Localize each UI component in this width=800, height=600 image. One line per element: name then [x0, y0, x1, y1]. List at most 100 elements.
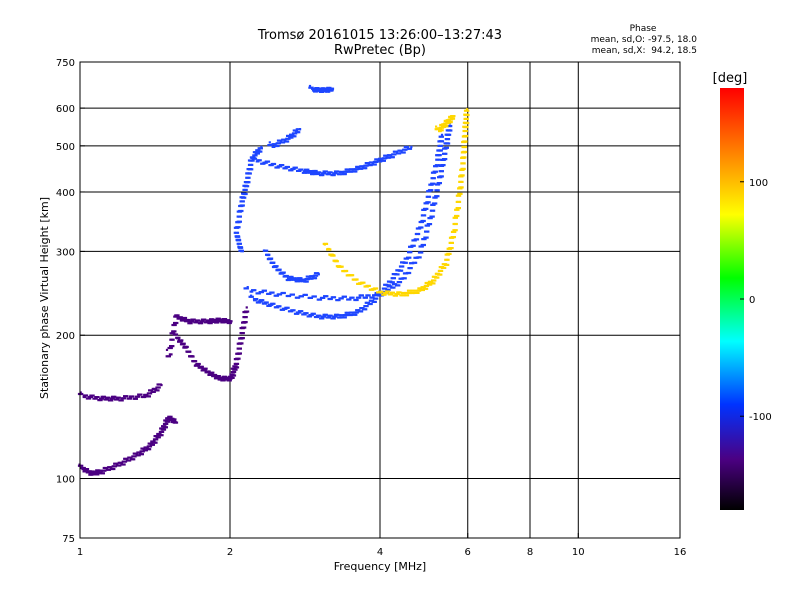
data-point — [169, 338, 172, 341]
data-point — [407, 267, 410, 270]
data-point — [106, 396, 109, 399]
data-point — [438, 154, 441, 157]
data-point — [415, 256, 418, 259]
data-point — [406, 294, 410, 297]
data-point — [389, 156, 392, 159]
data-point — [408, 147, 411, 150]
data-point — [370, 299, 373, 302]
data-point — [192, 355, 195, 358]
data-point — [446, 146, 449, 149]
data-point — [304, 312, 307, 315]
data-point — [242, 196, 245, 199]
data-point — [310, 296, 313, 299]
data-point — [448, 125, 451, 128]
data-point — [137, 454, 140, 457]
data-point — [368, 161, 371, 164]
data-point — [283, 271, 286, 274]
data-point — [357, 296, 360, 299]
data-point — [414, 291, 417, 294]
data-point — [459, 180, 462, 183]
data-point — [403, 145, 406, 149]
data-point — [172, 338, 175, 341]
data-point — [289, 169, 292, 172]
data-point — [297, 128, 300, 131]
data-points — [77, 84, 470, 476]
data-point — [445, 146, 448, 149]
data-point — [155, 389, 158, 392]
data-point — [252, 298, 256, 301]
data-point — [369, 296, 372, 299]
data-point — [367, 302, 370, 306]
data-point — [271, 261, 274, 264]
data-point — [277, 305, 280, 308]
data-point — [157, 432, 160, 436]
data-point — [391, 293, 394, 296]
data-point — [135, 397, 138, 400]
data-point — [230, 367, 233, 370]
data-point — [306, 170, 309, 173]
data-point — [422, 288, 425, 292]
data-point — [272, 162, 275, 166]
data-point — [254, 289, 257, 292]
data-point — [366, 301, 369, 304]
data-point — [260, 147, 263, 150]
data-point — [427, 224, 430, 227]
data-point — [352, 313, 355, 316]
data-point — [84, 470, 87, 473]
data-point — [279, 141, 282, 144]
data-point — [252, 151, 255, 154]
data-point — [236, 352, 239, 355]
data-point — [387, 293, 390, 296]
data-point — [82, 394, 85, 397]
data-point — [270, 302, 273, 305]
data-point — [167, 415, 170, 418]
data-point — [255, 149, 258, 152]
data-point — [140, 447, 143, 450]
data-point — [103, 398, 106, 401]
data-point — [439, 182, 442, 185]
data-point — [223, 378, 226, 381]
data-point — [161, 425, 164, 428]
data-point — [444, 142, 447, 145]
data-point — [79, 464, 82, 467]
data-point — [454, 222, 457, 226]
data-point — [445, 129, 448, 132]
data-point — [352, 296, 355, 299]
data-point — [134, 452, 137, 455]
data-point — [451, 247, 454, 250]
data-point — [311, 171, 314, 174]
data-point — [309, 171, 312, 174]
data-point — [288, 169, 291, 172]
data-point — [417, 256, 421, 259]
data-point — [419, 256, 422, 259]
data-point — [436, 149, 439, 152]
data-point — [462, 156, 465, 159]
data-point — [400, 291, 403, 295]
data-point — [268, 164, 271, 167]
data-point — [153, 440, 156, 443]
data-point — [151, 389, 154, 392]
data-point — [359, 296, 362, 299]
y-tick-label: 100 — [56, 475, 75, 486]
data-point — [349, 170, 352, 173]
data-point — [309, 296, 312, 299]
data-point — [417, 289, 420, 292]
data-point — [159, 434, 162, 437]
data-point — [430, 283, 433, 286]
data-point — [449, 121, 452, 124]
data-point — [273, 302, 276, 305]
data-point — [447, 129, 450, 132]
data-point — [436, 182, 439, 185]
data-point — [323, 296, 326, 299]
data-point — [461, 150, 464, 153]
data-point — [253, 154, 256, 157]
data-point — [326, 248, 329, 251]
data-point — [336, 260, 339, 263]
data-point — [85, 394, 89, 397]
data-point — [375, 294, 378, 297]
data-point — [242, 184, 245, 187]
data-point — [89, 394, 92, 397]
data-point — [420, 219, 423, 223]
data-point — [378, 290, 381, 293]
data-point — [241, 192, 244, 195]
